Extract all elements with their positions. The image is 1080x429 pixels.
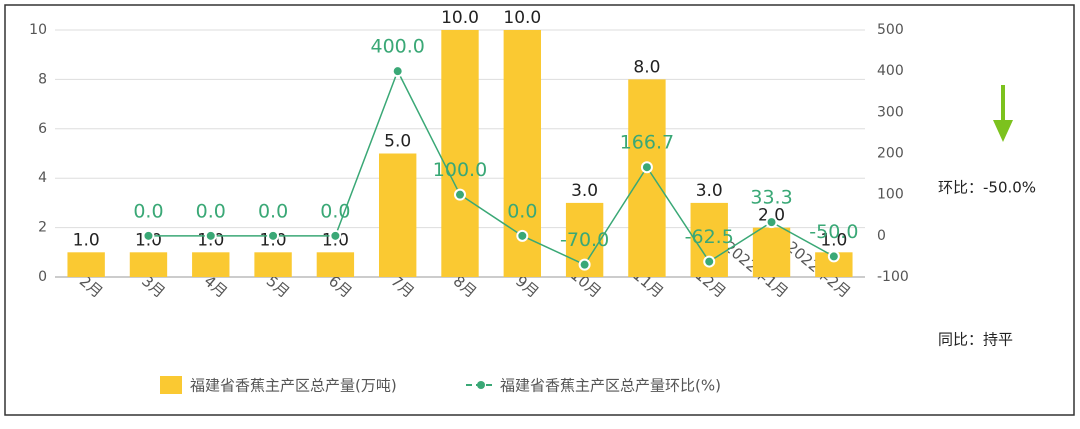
- line-point: [827, 250, 840, 263]
- y2-tick-label: 500: [877, 22, 904, 38]
- line-point: [765, 216, 778, 229]
- bar-label: 5.0: [384, 132, 411, 152]
- line-point: [516, 229, 529, 242]
- yoy-text: 同比：持平: [938, 331, 1013, 349]
- line-point: [391, 65, 404, 78]
- line-point: [329, 229, 342, 242]
- mom-text: 环比：-50.0%: [938, 179, 1036, 197]
- legend-label: 福建省香蕉主产区总产量环比(%): [500, 377, 721, 395]
- line: [148, 69, 835, 266]
- bar: [192, 252, 230, 277]
- line-point: [267, 229, 280, 242]
- line-label: 100.0: [433, 159, 487, 181]
- down-arrow: [993, 85, 1013, 142]
- line-point: [703, 255, 716, 268]
- line-label: -62.5: [685, 226, 734, 248]
- bar-label: 3.0: [696, 181, 723, 201]
- line-point: [204, 229, 217, 242]
- y-tick-label: 4: [38, 170, 47, 186]
- line-label: 0.0: [258, 200, 288, 222]
- legend-swatch: [477, 381, 485, 389]
- line-label: 0.0: [133, 200, 163, 222]
- line-point: [578, 258, 591, 271]
- frame: [4, 4, 1075, 416]
- y2-tick-label: 0: [877, 228, 886, 244]
- line-label: 0.0: [320, 200, 350, 222]
- legend-label: 福建省香蕉主产区总产量(万吨): [190, 377, 397, 395]
- bar-label: 8.0: [633, 57, 660, 77]
- bar-label: 2.0: [758, 206, 785, 226]
- line-point: [142, 229, 155, 242]
- bar: [752, 227, 791, 277]
- y-tick-label: 10: [29, 22, 47, 38]
- line-point: [640, 161, 653, 174]
- bar: [379, 153, 417, 277]
- y-tick-label: 0: [38, 269, 47, 285]
- bar-label: 10.0: [441, 8, 479, 28]
- line-point: [454, 188, 466, 201]
- bar: [628, 79, 666, 278]
- y2-tick-label: -100: [877, 269, 909, 285]
- line-label: -70.0: [560, 229, 609, 251]
- bar-label: 1.0: [820, 230, 847, 250]
- line-label: 33.3: [750, 187, 792, 209]
- bar: [254, 252, 292, 277]
- legend-swatch: [160, 376, 182, 394]
- bar-label: 3.0: [571, 181, 598, 201]
- bar-label: 1.0: [73, 230, 100, 250]
- bar: [67, 252, 105, 277]
- y2-tick-label: 300: [877, 104, 904, 120]
- bar: [129, 252, 168, 277]
- line-label: 400.0: [370, 36, 424, 58]
- line-label: 166.7: [620, 132, 674, 154]
- bar: [441, 30, 479, 277]
- bar: [316, 252, 355, 277]
- line-label: -50.0: [809, 221, 858, 243]
- line-label: 0.0: [507, 200, 537, 222]
- y2-tick-label: 200: [877, 146, 904, 162]
- y2-tick-label: 400: [877, 63, 904, 79]
- y-tick-label: 8: [38, 71, 47, 87]
- y2-tick-label: 100: [877, 187, 904, 203]
- y-tick-label: 2: [38, 220, 47, 236]
- bar-label: 10.0: [503, 8, 541, 28]
- y-tick-label: 6: [38, 121, 47, 137]
- line-label: 0.0: [196, 200, 226, 222]
